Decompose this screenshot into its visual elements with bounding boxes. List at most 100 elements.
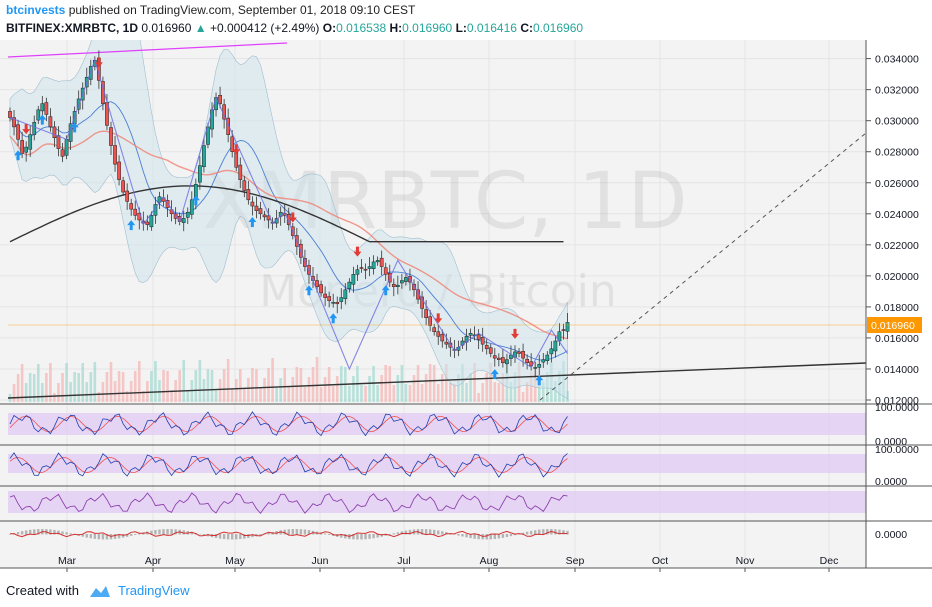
candle-body [254,205,259,211]
buy-arrow-icon [329,313,338,324]
volume-bar [348,386,351,402]
tradingview-logo-icon[interactable] [88,583,112,599]
volume-bar [137,361,141,402]
macd-histogram-bar [352,534,355,540]
candle-body [400,280,404,284]
buy-arrow-icon [127,220,136,231]
macd-histogram-bar [154,530,157,535]
macd-histogram-bar [53,529,56,535]
volume-bar [465,383,468,402]
volume-bar [380,375,383,402]
volume-bar [440,374,444,402]
candle-body [32,121,37,135]
low-label: L: [455,21,467,35]
macd-histogram-bar [121,534,125,538]
stoch-pane-tick-label: 100.0000 [875,444,919,456]
candle-body [379,257,384,267]
volume-bar [101,382,105,402]
volume-bar [178,370,181,402]
candle-body [262,214,267,218]
volume-bar [489,363,493,402]
buy-arrow-icon [535,375,544,386]
buy-arrow-icon [248,217,257,228]
macd-histogram-bar [97,534,101,540]
chart-header: btcinvests published on TradingView.com,… [0,0,932,40]
macd-histogram-bar [235,534,238,540]
candle-body [319,284,323,294]
volume-bar [170,390,173,402]
macd-signal-line [9,530,568,538]
tradingview-brand-link[interactable]: TradingView [118,583,190,598]
price-axis[interactable]: 0.034000 0.032000 0.030000 0.028000 0.026000… [866,54,919,407]
candle-body [64,139,69,156]
macd-histogram-bar [243,534,246,539]
volume-bar [537,381,541,402]
volume-bar [271,358,274,402]
macd-histogram-bar [29,529,32,535]
volume-bar [93,362,97,402]
publish-line: btcinvests published on TradingView.com,… [6,3,415,17]
volume-bar [445,364,448,402]
macd-histogram-bar [8,534,12,535]
top-trend-line[interactable] [7,42,288,58]
volume-bar [436,384,440,402]
candle-body [343,289,348,299]
buy-arrow-icon [490,369,499,380]
author-name[interactable]: btcinvests [6,3,66,17]
volume-bar [388,366,392,402]
sell-arrow-icon [232,144,241,155]
candle-body [533,367,538,369]
macd-histogram-bar [384,534,387,536]
volume-bar [352,376,355,402]
sell-arrow-icon [22,124,31,135]
macd-histogram-bar [340,534,343,538]
price-chart[interactable]: XMRBTC, 1D Monero / Bitcoin 0.0340000.03… [0,40,932,576]
macd-histogram-bar [428,529,432,535]
volume-bar [16,374,20,402]
trend-lines [7,42,867,401]
macd-histogram-bar [408,529,412,535]
volume-bar [73,372,76,402]
volume-bar [259,388,262,402]
macd-histogram-bar [566,530,569,535]
macd-histogram-bar [130,534,133,536]
open-value: 0.016538 [336,21,387,35]
candle-body [468,333,473,336]
dashed-projection-line[interactable] [539,132,867,401]
candle-body [335,301,340,305]
candle-body [553,340,558,352]
macd-histogram-bar [433,529,436,535]
macd-histogram-bar [24,530,28,535]
time-axis[interactable]: Mar Apr May Jun Jul Aug Sep Oct Nov Dec [58,555,838,572]
support-trend-line[interactable] [7,362,867,399]
candle-body [48,116,53,128]
macd-histogram-bar [388,534,391,535]
macd-histogram-bar [469,534,472,539]
candle-body [20,140,24,154]
volume-bar [372,366,375,402]
candle-body [226,117,231,135]
symbol-label: BITFINEX:XMRBTC, 1D [6,21,138,35]
candle-body [129,203,134,210]
macd-histogram-bar [267,532,270,535]
volume-bar [146,381,149,402]
volume-bar [554,381,557,402]
volume-bar [243,388,246,402]
macd-histogram-bar [291,529,294,535]
candle-body [258,208,263,215]
change-value: +0.000412 (+2.49%) [209,21,320,35]
macd-histogram-bar [239,534,242,540]
time-tick-label: Apr [145,555,162,567]
time-tick-label: May [225,555,246,567]
macd-histogram-bar [283,529,286,535]
rsi-pane-band [8,413,866,435]
macd-histogram-bar [437,530,440,535]
macd-histogram-bar [477,534,480,540]
volume-bar [69,382,72,402]
current-price-tag: 0.016960 [867,317,922,333]
volume-bar [457,374,460,402]
volume-bar [299,368,303,402]
volume-bar [109,362,113,402]
open-label: O: [322,21,337,35]
macd-histogram-bar [360,534,363,540]
